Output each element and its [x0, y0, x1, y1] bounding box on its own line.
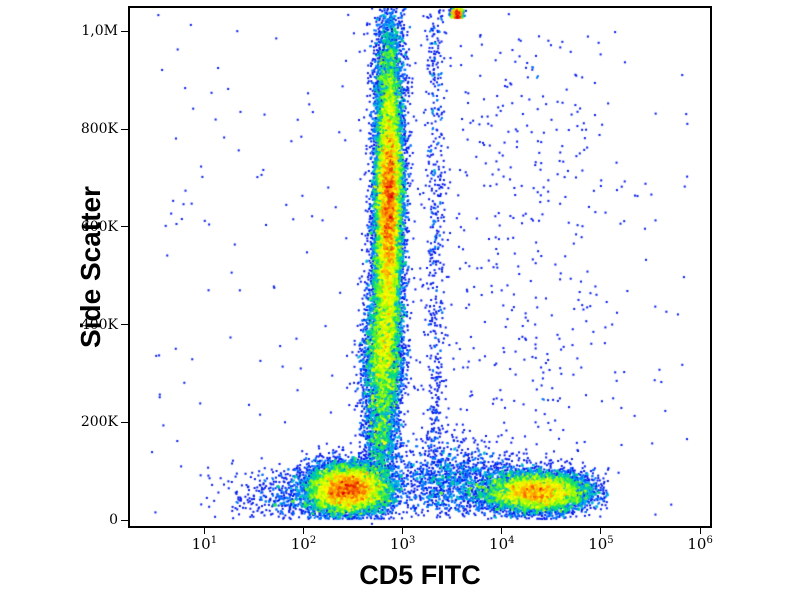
y-tick-mark — [121, 226, 128, 228]
x-tick-mark — [402, 528, 404, 534]
y-tick-label: 600K — [80, 218, 118, 235]
x-tick-label: 104 — [489, 535, 515, 553]
y-tick-label: 1,0M — [81, 23, 118, 40]
x-tick-mark — [501, 528, 503, 534]
y-tick-mark — [121, 324, 128, 326]
x-tick-mark — [203, 528, 205, 534]
x-tick-label: 102 — [290, 535, 317, 553]
y-axis-label: Side Scatter — [75, 186, 106, 348]
x-tick-label: 106 — [687, 535, 713, 553]
y-tick-label: 800K — [80, 121, 118, 138]
y-tick-mark — [121, 421, 128, 423]
y-tick-mark — [121, 519, 128, 521]
x-tick-label: 101 — [191, 535, 218, 553]
y-tick-mark — [121, 128, 128, 130]
x-tick-mark — [303, 528, 304, 534]
x-tick-mark — [699, 528, 701, 534]
y-tick-label: 0 — [109, 512, 118, 529]
x-tick-label: 105 — [588, 535, 614, 553]
plot-canvas — [130, 8, 710, 526]
y-tick-label: 200K — [80, 414, 118, 431]
y-tick-label: 400K — [80, 316, 118, 333]
x-axis-label: CD5 FITC — [359, 560, 481, 590]
y-tick-mark — [121, 30, 128, 32]
plot-frame — [128, 6, 712, 528]
x-tick-mark — [600, 528, 602, 534]
x-tick-label: 103 — [389, 535, 416, 553]
